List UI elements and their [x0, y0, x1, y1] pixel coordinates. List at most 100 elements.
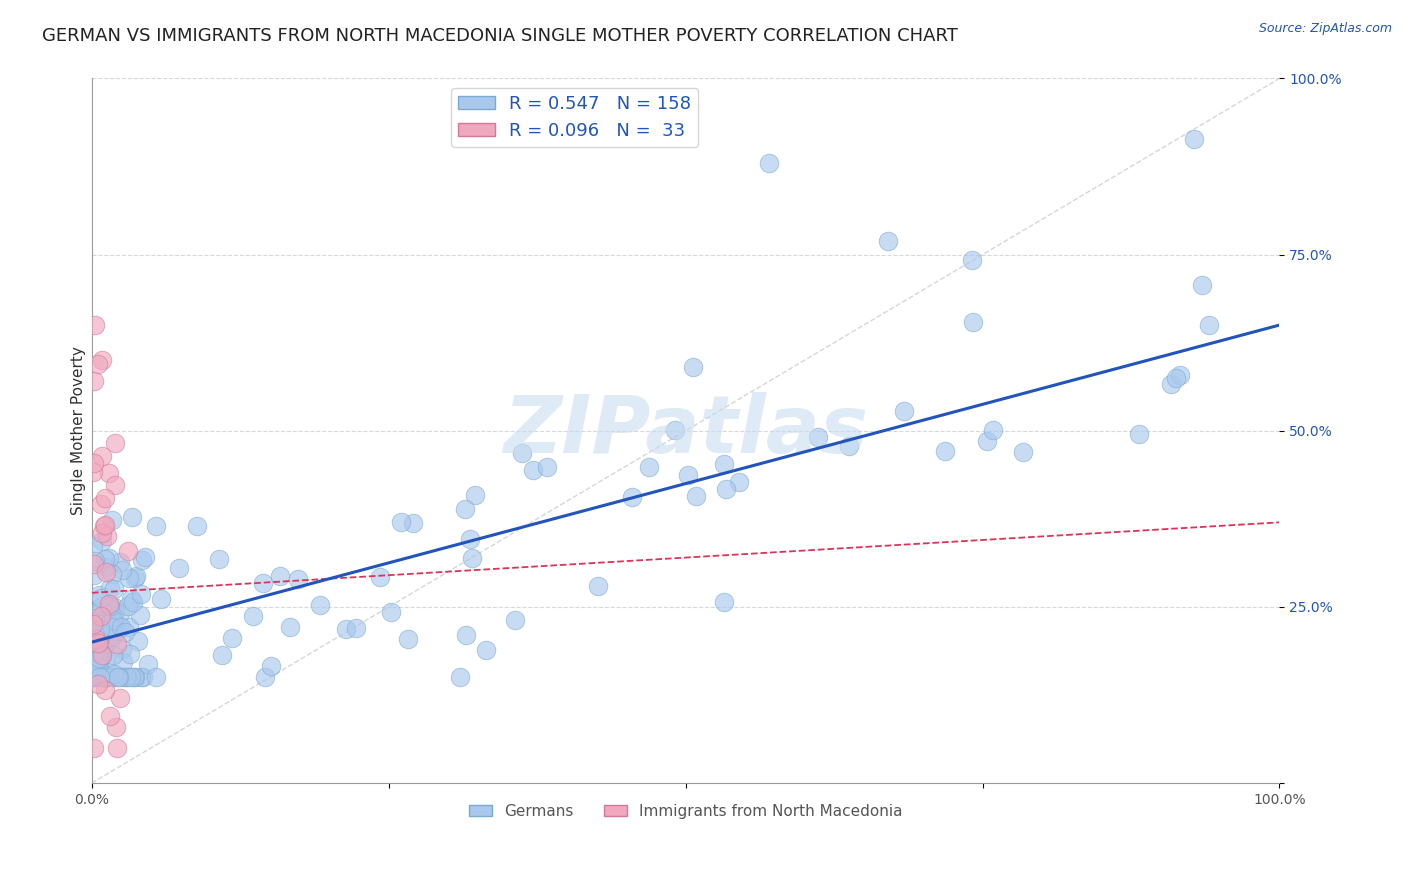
Point — [89, 588, 111, 602]
Point — [90, 611, 112, 625]
Point — [714, 482, 737, 496]
Legend: Germans, Immigrants from North Macedonia: Germans, Immigrants from North Macedonia — [463, 797, 908, 825]
Point — [83, 456, 105, 470]
Point — [124, 569, 146, 583]
Point — [101, 567, 124, 582]
Point — [402, 516, 425, 530]
Point — [962, 315, 984, 329]
Point — [536, 459, 558, 474]
Point — [150, 592, 173, 607]
Point — [389, 515, 412, 529]
Point — [83, 568, 105, 582]
Point — [82, 670, 104, 684]
Point — [131, 553, 153, 567]
Point — [111, 656, 134, 670]
Point — [96, 565, 118, 579]
Point — [84, 665, 107, 679]
Point — [100, 613, 122, 627]
Point — [475, 643, 498, 657]
Point — [335, 622, 357, 636]
Point — [91, 670, 114, 684]
Point — [132, 670, 155, 684]
Point — [84, 665, 107, 679]
Point — [103, 599, 125, 614]
Point — [807, 430, 830, 444]
Point — [96, 670, 118, 684]
Point — [94, 518, 117, 533]
Point — [104, 604, 127, 618]
Point — [522, 463, 544, 477]
Point — [94, 682, 117, 697]
Point — [134, 550, 156, 565]
Point — [638, 459, 661, 474]
Point — [97, 597, 120, 611]
Point — [685, 489, 707, 503]
Point — [252, 576, 274, 591]
Point — [89, 655, 111, 669]
Point — [464, 488, 486, 502]
Point — [278, 620, 301, 634]
Point — [208, 552, 231, 566]
Point — [586, 579, 609, 593]
Point — [120, 670, 142, 684]
Point — [82, 658, 104, 673]
Point — [83, 375, 105, 389]
Point — [104, 478, 127, 492]
Point — [110, 563, 132, 577]
Point — [454, 502, 477, 516]
Point — [83, 740, 105, 755]
Point — [682, 359, 704, 374]
Point — [98, 709, 121, 723]
Point — [1182, 132, 1205, 146]
Point — [838, 439, 860, 453]
Point — [93, 670, 115, 684]
Point — [976, 434, 998, 449]
Point — [115, 670, 138, 684]
Point — [90, 591, 112, 605]
Point — [82, 647, 104, 661]
Point — [111, 641, 134, 656]
Point — [117, 544, 139, 558]
Point — [94, 653, 117, 667]
Point — [101, 631, 124, 645]
Point — [124, 571, 146, 585]
Point — [713, 457, 735, 471]
Point — [110, 619, 132, 633]
Point — [114, 624, 136, 639]
Point — [82, 465, 104, 479]
Point — [449, 670, 471, 684]
Point — [287, 572, 309, 586]
Point — [83, 670, 105, 684]
Point — [380, 605, 402, 619]
Point — [91, 670, 114, 684]
Point — [82, 616, 104, 631]
Point — [458, 532, 481, 546]
Point — [90, 449, 112, 463]
Point — [105, 637, 128, 651]
Point — [1198, 318, 1220, 332]
Point — [145, 670, 167, 684]
Point — [1012, 445, 1035, 459]
Point — [111, 670, 134, 684]
Point — [253, 670, 276, 684]
Point — [98, 599, 121, 613]
Point — [1160, 377, 1182, 392]
Point — [122, 595, 145, 609]
Point — [86, 635, 108, 649]
Point — [97, 600, 120, 615]
Point — [93, 670, 115, 684]
Point — [90, 497, 112, 511]
Point — [105, 740, 128, 755]
Point — [87, 651, 110, 665]
Point — [103, 614, 125, 628]
Point — [121, 510, 143, 524]
Point — [934, 443, 956, 458]
Point — [728, 475, 751, 490]
Point — [91, 353, 114, 368]
Point — [93, 518, 115, 533]
Point — [713, 595, 735, 609]
Point — [83, 627, 105, 641]
Point — [97, 670, 120, 684]
Text: ZIPatlas: ZIPatlas — [503, 392, 868, 470]
Point — [456, 628, 478, 642]
